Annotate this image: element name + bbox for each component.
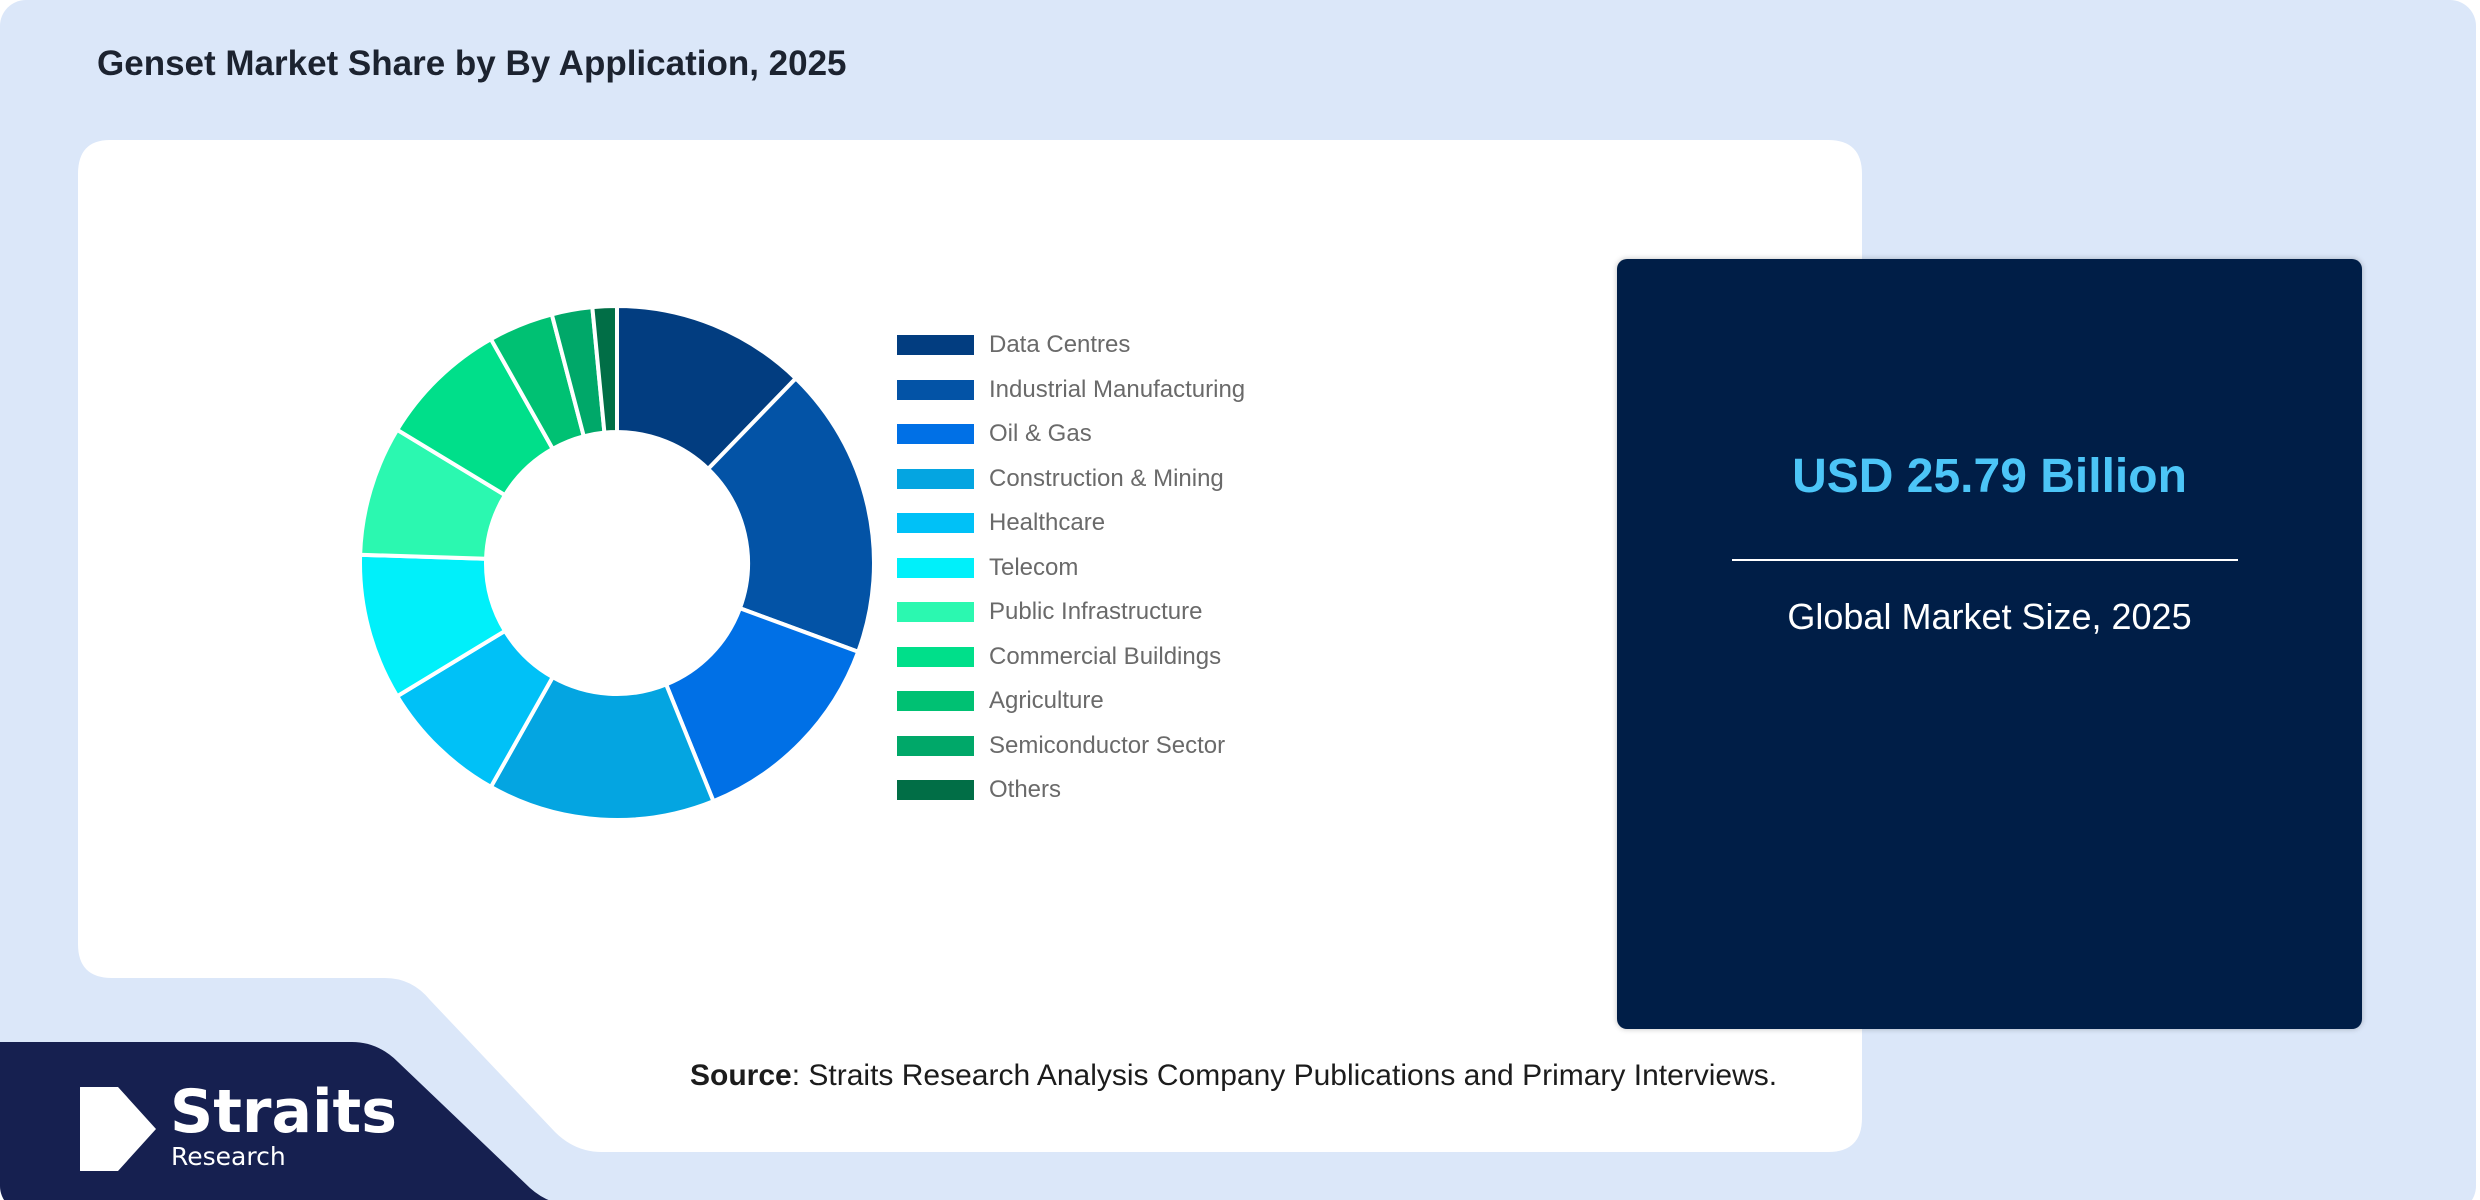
kpi-label: Global Market Size, 2025: [1787, 596, 2192, 637]
kpi-market-value: USD 25.79 Billion: [1792, 450, 2187, 503]
chart-legend: Data Centres Industrial Manufacturing Oil …: [897, 323, 1245, 813]
legend-item: Commercial Buildings: [897, 635, 1245, 680]
logo-chevron-inner: [80, 1087, 130, 1171]
legend-swatch: [897, 691, 974, 712]
donut-slice-oil-gas: [663, 605, 861, 804]
legend-swatch: [897, 379, 974, 400]
kpi-card: [1617, 259, 2362, 1029]
logo-subtitle: Research: [171, 1142, 286, 1171]
legend-label: Healthcare: [989, 509, 1106, 537]
legend-swatch: [897, 646, 974, 667]
kpi-card-content: USD 25.79 Billion Global Market Size, 20…: [1617, 259, 2362, 1029]
legend-item: Industrial Manufacturing: [897, 368, 1245, 413]
legend-label: Public Infrastructure: [989, 598, 1203, 626]
legend-label: Commercial Buildings: [989, 642, 1222, 670]
legend-swatch: [897, 335, 974, 356]
footer-band: [0, 1042, 549, 1200]
legend-label: Data Centres: [989, 331, 1131, 359]
legend-item: Healthcare: [897, 501, 1245, 546]
legend-item: Oil & Gas: [897, 412, 1245, 457]
legend-label: Industrial Manufacturing: [989, 375, 1246, 403]
legend-item: Construction & Mining: [897, 457, 1245, 502]
legend-label: Others: [989, 776, 1062, 804]
legend-swatch: [897, 424, 974, 445]
legend-swatch: [897, 602, 974, 623]
legend-label: Agriculture: [989, 687, 1104, 715]
donut-slice-construction-mining: [488, 674, 717, 822]
legend-label: Semiconductor Sector: [989, 731, 1226, 759]
source-text: : Straits Research Analysis Company Publ…: [791, 1059, 1778, 1092]
legend-item: Agriculture: [897, 679, 1245, 724]
legend-swatch: [897, 735, 974, 756]
legend-label: Telecom: [989, 553, 1079, 581]
source-note: Source: Straits Research Analysis Compan…: [690, 1059, 1777, 1093]
legend-swatch: [897, 780, 974, 801]
legend-swatch: [897, 513, 974, 534]
page-title: Genset Market Share by By Application, 2…: [97, 44, 847, 83]
logo-name: Straits: [170, 1077, 397, 1147]
donut-slice-industrial-manufacturing: [705, 375, 876, 655]
legend-item: Public Infrastructure: [897, 590, 1245, 635]
legend-item: Telecom: [897, 546, 1245, 591]
legend-swatch: [897, 468, 974, 489]
legend-label: Oil & Gas: [989, 420, 1092, 448]
legend-item: Data Centres: [897, 323, 1245, 368]
kpi-divider: [1732, 559, 2238, 561]
legend-item: Semiconductor Sector: [897, 724, 1245, 769]
source-label: Source: [690, 1059, 792, 1092]
legend-swatch: [897, 557, 974, 578]
donut-chart: [358, 303, 876, 822]
legend-label: Construction & Mining: [989, 464, 1224, 492]
legend-item: Others: [897, 768, 1245, 813]
donut-slice-others: [590, 303, 619, 435]
